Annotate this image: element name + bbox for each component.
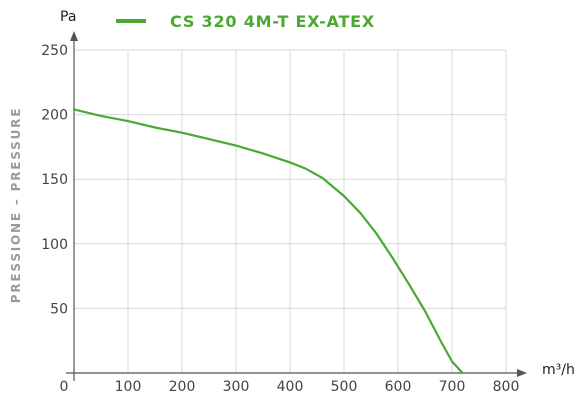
y-unit-label: Pa [60,9,76,25]
x-tick-label-100: 100 [115,379,142,395]
y-tick-label-200: 200 [41,108,68,124]
x-tick-label-700: 700 [439,379,466,395]
legend-series-label: CS 320 4M-T EX-ATEX [170,12,375,31]
y-axis-arrow [70,31,78,41]
x-tick-label-400: 400 [277,379,304,395]
x-tick-label-0: 0 [60,379,69,395]
y-tick-label-150: 150 [41,172,68,188]
x-tick-label-300: 300 [223,379,250,395]
axes [66,31,527,381]
y-tick-label-250: 250 [41,43,68,59]
x-unit-label: m³/h [542,362,575,378]
x-tick-label-800: 800 [493,379,520,395]
x-tick-label-500: 500 [331,379,358,395]
legend: CS 320 4M-T EX-ATEX [116,12,375,31]
y-tick-label-100: 100 [41,237,68,253]
y-tick-label-50: 50 [50,301,68,317]
x-tick-label-200: 200 [169,379,196,395]
tick-labels: 0 100 200 300 400 500 600 700 800 50 100 150 200 250 [41,43,519,395]
grid [74,49,507,373]
y-axis-title: PRESSIONE – PRESSURE [9,107,23,303]
series-line-0 [72,108,464,375]
x-tick-label-600: 600 [385,379,412,395]
x-axis-arrow [517,369,527,377]
series-group [72,108,464,375]
